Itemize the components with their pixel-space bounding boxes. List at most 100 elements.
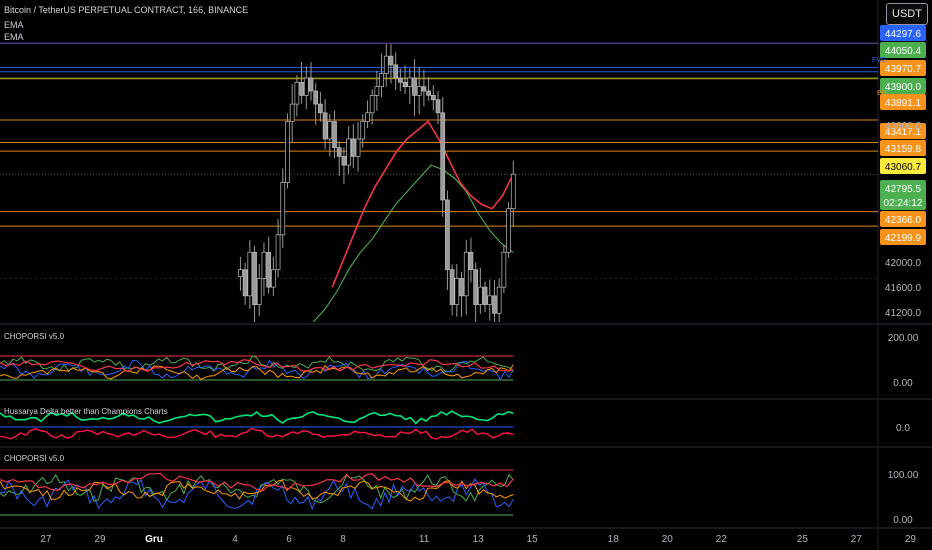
candle-body xyxy=(496,286,502,314)
price-label-box xyxy=(880,78,926,94)
delta-title: Hussarya Delta better than Champions Cha… xyxy=(4,407,168,416)
x-tick-label: 18 xyxy=(608,534,620,545)
candle-body xyxy=(459,278,464,297)
x-tick-label: 4 xyxy=(232,534,238,545)
candle-body xyxy=(482,286,488,305)
candle-body xyxy=(308,77,314,92)
price-label: 43891.1 xyxy=(885,98,922,109)
candle-body xyxy=(421,86,427,92)
candle-body xyxy=(407,77,413,88)
candle-body xyxy=(350,138,356,157)
candle-body xyxy=(412,77,417,96)
x-tick-label: 22 xyxy=(716,534,728,545)
x-tick-label: 29 xyxy=(905,534,917,545)
price-label: 43970.7 xyxy=(885,64,922,75)
candle-body xyxy=(449,269,455,305)
rsi1-title: CHOPORSI v5.0 xyxy=(4,332,65,341)
candle-body xyxy=(299,81,304,96)
x-tick-label: 15 xyxy=(527,534,539,545)
candle-body xyxy=(402,81,408,88)
candle-body xyxy=(336,147,342,157)
price-label: 42795.5 xyxy=(885,184,922,195)
candle-body xyxy=(247,251,253,297)
price-label-box xyxy=(880,194,926,210)
rsi2-series-green xyxy=(0,473,514,504)
rsi1-series-red xyxy=(0,359,514,373)
candle-body xyxy=(501,251,507,288)
rsi2-tick-100: 100.00 xyxy=(888,470,919,481)
rsi2-tick-0: 0.00 xyxy=(893,515,913,526)
rsi1-tick-200: 200.00 xyxy=(888,333,919,344)
rsi1-tick-0: 0.00 xyxy=(893,378,913,389)
candle-body xyxy=(379,73,384,88)
price-label-box xyxy=(880,211,926,227)
price-label: 43900.0 xyxy=(885,82,922,93)
candle-body xyxy=(388,55,394,66)
candle-body xyxy=(492,295,497,314)
symbol-title: Bitcoin / TetherUS PERPETUAL CONTRACT, 1… xyxy=(4,5,248,15)
candle-body xyxy=(341,156,347,166)
price-levels xyxy=(0,42,878,279)
candle-body xyxy=(332,121,337,149)
y-tick-label: 42000.0 xyxy=(885,258,922,269)
candle-body xyxy=(252,251,257,305)
rsi2-series-orange xyxy=(0,479,514,502)
candle-body xyxy=(266,251,272,288)
price-label-box xyxy=(880,25,926,41)
candle-body xyxy=(360,121,366,140)
x-tick-label: 25 xyxy=(797,534,809,545)
candle-body xyxy=(294,81,300,105)
x-tick-label: 20 xyxy=(662,534,674,545)
ema-lines xyxy=(312,120,515,323)
ema-slow-line xyxy=(312,164,514,323)
candle-body xyxy=(289,103,295,122)
candle-body xyxy=(398,77,403,83)
candles xyxy=(238,44,516,322)
price-label-box xyxy=(880,180,926,196)
candle-body xyxy=(487,295,493,305)
candle-body xyxy=(242,269,248,297)
candle-body xyxy=(346,138,351,166)
price-label-box xyxy=(880,42,926,58)
price-label: 43060.7 xyxy=(885,162,922,173)
candle-body xyxy=(369,95,375,114)
candle-body xyxy=(383,55,389,74)
y-tick-label: 41200.0 xyxy=(885,308,922,319)
fvg-annotation: FVG xyxy=(872,57,886,64)
candle-body xyxy=(318,103,323,114)
delta-series-down xyxy=(0,427,514,440)
candle-body xyxy=(327,121,333,140)
price-label-box xyxy=(880,229,926,245)
x-tick-label: 27 xyxy=(851,534,863,545)
candle-body xyxy=(275,234,281,271)
x-tick-label: 27 xyxy=(40,534,52,545)
candle-body xyxy=(238,269,243,278)
candle-body xyxy=(435,99,441,114)
candle-body xyxy=(355,138,361,157)
price-label-box xyxy=(880,158,926,174)
candle-body xyxy=(416,86,422,96)
x-tick-label: 11 xyxy=(419,534,430,545)
ema-legend-1: EMA xyxy=(4,20,24,30)
candle-body xyxy=(468,251,474,271)
price-label: 44050.4 xyxy=(885,46,922,57)
candle-body xyxy=(256,278,262,305)
candle-body xyxy=(393,64,399,79)
x-tick-label: 29 xyxy=(94,534,106,545)
candle-body xyxy=(313,90,319,105)
ema-fast-line xyxy=(331,120,515,288)
candle-body xyxy=(322,112,328,140)
x-tick-label: 6 xyxy=(286,534,292,545)
currency-button[interactable]: USDT xyxy=(886,3,928,25)
price-label: 02:24:12 xyxy=(884,198,923,209)
price-label-box xyxy=(880,140,926,156)
candle-body xyxy=(365,112,370,122)
candle-body xyxy=(285,121,290,183)
candle-body xyxy=(463,251,469,297)
y-tick-label: 43600.0 xyxy=(885,121,922,132)
price-label-box xyxy=(880,60,926,76)
delta-series-up xyxy=(0,410,514,425)
axes: 44297.6 44050.4 43970.7 43900.0 43891.1 43417… xyxy=(40,25,926,545)
